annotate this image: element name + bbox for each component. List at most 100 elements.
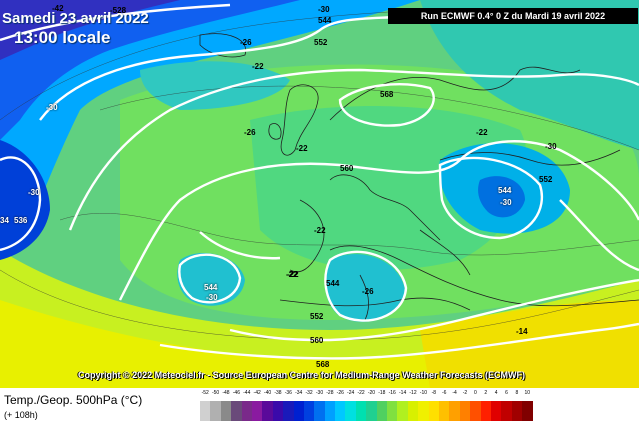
map-label: -22: [286, 270, 298, 279]
map-label: 34: [0, 216, 9, 225]
map-label: 560: [310, 336, 324, 345]
legend-color-cell: [303, 401, 315, 421]
legend-color-cell: [397, 401, 408, 421]
legend-color-cell: [272, 401, 284, 421]
legend-tick: 10: [524, 390, 531, 396]
legend-lead-time: (+ 108h): [4, 410, 38, 420]
map-label: 544: [326, 279, 340, 288]
legend-tick: -46: [232, 390, 240, 396]
map-label: -30: [28, 188, 40, 197]
legend-color-cell: [459, 401, 471, 421]
legend-color-cell: [231, 401, 242, 421]
legend-color-cell: [376, 401, 388, 421]
map-label: -30: [46, 103, 58, 112]
legend-color-cell: [314, 401, 325, 421]
legend-color-cell: [418, 401, 429, 421]
legend-tick: 0: [473, 390, 477, 396]
legend-tick: -36: [284, 390, 292, 396]
legend-color-cell: [324, 401, 336, 421]
legend-color-cell: [501, 401, 512, 421]
legend-tick: -34: [295, 390, 303, 396]
legend-color-cell: [449, 401, 460, 421]
map-label: 544: [498, 186, 512, 195]
legend-color-scale: [200, 401, 533, 421]
legend-tick: 4: [494, 390, 498, 396]
legend-color-cell: [522, 401, 533, 421]
map-label: -14: [516, 327, 528, 336]
map-label: 544: [204, 283, 218, 292]
legend-tick: -16: [388, 390, 396, 396]
legend-tick: -50: [211, 390, 220, 396]
geopotential-contours: [0, 3, 639, 360]
copyright-notice: Copyright © 2022 Meteociel.fr - Source E…: [78, 370, 526, 380]
arctic-zone: [0, 0, 180, 60]
cool-zone-northeast: [420, 0, 639, 150]
forecast-date: Samedi 23 avril 2022: [2, 10, 149, 27]
map-label: -22: [287, 270, 299, 279]
legend-tick: -30: [315, 390, 324, 396]
legend-color-cell: [355, 401, 367, 421]
legend-color-cell: [220, 401, 232, 421]
map-label: -26: [240, 38, 252, 47]
legend-color-cell: [470, 401, 481, 421]
legend-tick: -20: [367, 390, 376, 396]
legend-tick: -12: [409, 390, 417, 396]
coastlines: [199, 33, 639, 321]
legend-tick: -8: [431, 390, 437, 396]
legend-color-cell: [241, 401, 252, 421]
temperature-geopotential-map: -42 -528 544 -30 552 -26 -22 568 -30 -26…: [0, 0, 639, 388]
legend-color-cell: [251, 401, 263, 421]
map-label: -42: [52, 4, 64, 13]
legend-color-cell: [407, 401, 419, 421]
legend-tick: -38: [274, 390, 282, 396]
map-label: -30: [206, 293, 218, 302]
map-label: 568: [316, 360, 330, 369]
legend-title: Temp./Geop. 500hPa (°C): [4, 393, 143, 407]
legend-tick: -6: [441, 390, 447, 396]
legend-tick: -32: [305, 390, 313, 396]
map-label: -26: [244, 128, 256, 137]
model-run-info: Run ECMWF 0.4° 0 Z du Mardi 19 avril 202…: [388, 8, 638, 24]
legend-tick: -42: [253, 390, 261, 396]
legend-color-cell: [262, 401, 273, 421]
legend-color-cell: [335, 401, 346, 421]
legend-tick: -18: [378, 390, 386, 396]
legend-tick: -40: [263, 390, 272, 396]
legend-tick: -2: [462, 390, 468, 396]
legend-tick: -10: [419, 390, 428, 396]
forecast-time: 13:00 locale: [14, 28, 111, 47]
map-label: -22: [476, 128, 488, 137]
legend-tick: 6: [505, 390, 508, 396]
map-label: 552: [314, 38, 328, 47]
map-canvas: [0, 0, 639, 388]
map-label: -30: [500, 198, 512, 207]
cool-zone-iceland: [140, 61, 290, 110]
legend-color-cell: [210, 401, 221, 421]
map-label: 568: [380, 90, 394, 99]
cold-low-east-core: [478, 176, 525, 218]
map-label: -30: [318, 5, 330, 14]
legend-color-cell: [428, 401, 439, 421]
legend-color-cell: [283, 401, 294, 421]
map-label: 536: [14, 216, 28, 225]
cold-zone-northwest: [0, 0, 420, 260]
legend-tick: -24: [347, 390, 355, 396]
legend-color-cell: [293, 401, 304, 421]
legend-tick: -52: [201, 390, 209, 396]
legend-tick: -44: [243, 390, 251, 396]
legend-tick: -14: [399, 390, 407, 396]
legend-color-cell: [438, 401, 450, 421]
legend-color-cell: [387, 401, 398, 421]
cold-low-west: [0, 140, 50, 260]
very-cold-zone-north: [0, 0, 300, 140]
legend-tick: 8: [515, 390, 519, 396]
map-label: -22: [314, 226, 326, 235]
legend-tick: -28: [326, 390, 334, 396]
cold-low-iberia: [177, 252, 245, 306]
warm-zone-southeast: [420, 300, 639, 388]
cold-low-mediterranean: [324, 254, 405, 322]
legend-color-cell: [345, 401, 356, 421]
cool-zone-center: [250, 106, 528, 270]
legend-tick: -48: [222, 390, 230, 396]
legend-tick: -22: [357, 390, 365, 396]
